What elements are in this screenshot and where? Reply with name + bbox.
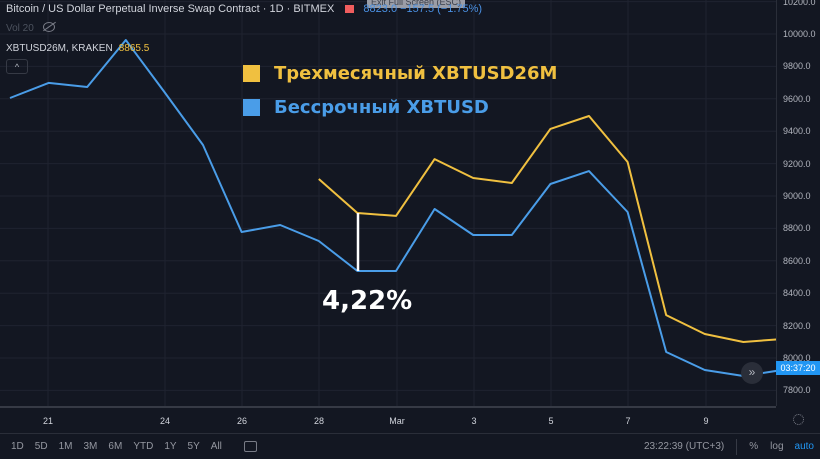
price-tick: 8200.0 xyxy=(783,320,811,331)
bottom-toolbar: 1D 5D 1M 3M 6M YTD 1Y 5Y All 23:22:39 (UTC+3) % … xyxy=(0,433,820,459)
price-tick: 9600.0 xyxy=(783,93,811,104)
legend-label: Бессрочный XBTUSD xyxy=(274,97,489,118)
price-tick: 9200.0 xyxy=(783,158,811,169)
range-button-5d[interactable]: 5D xyxy=(34,441,48,452)
time-tick: 7 xyxy=(625,416,631,426)
series-line xyxy=(9,39,783,377)
compare-value: 8865.5 xyxy=(118,43,150,54)
range-button-1d[interactable]: 1D xyxy=(11,441,24,452)
time-tick: 3 xyxy=(471,416,477,426)
time-axis[interactable]: 21 24 26 28 Mar 3 5 7 9 xyxy=(0,406,776,432)
price-tick: 8400.0 xyxy=(783,288,811,299)
clock: 23:22:39 (UTC+3) xyxy=(643,441,725,452)
symbol-title: Bitcoin / US Dollar Perpetual Inverse Sw… xyxy=(6,3,335,15)
compare-symbol: XBTUSD26M, KRAKEN xyxy=(6,43,113,54)
bar-countdown: 03:37:20 xyxy=(776,361,820,375)
price-change: 8823.0 −157.5 (−1.75%) xyxy=(363,3,483,15)
auto-toggle[interactable]: auto xyxy=(794,441,814,452)
time-tick: 5 xyxy=(548,416,554,426)
time-tick: 28 xyxy=(313,416,325,426)
legend-item-perpetual: Бессрочный XBTUSD xyxy=(243,97,489,118)
time-tick: Mar xyxy=(389,416,405,426)
legend-label: Трехмесячный XBTUSD26M xyxy=(274,63,558,84)
log-toggle[interactable]: log xyxy=(770,441,784,452)
chart-area[interactable] xyxy=(0,0,783,406)
price-tick: 8000.0 xyxy=(783,353,811,363)
volume-label: Vol 20 xyxy=(6,23,34,34)
range-button-ytd[interactable]: YTD xyxy=(133,441,154,452)
price-tick: 9400.0 xyxy=(783,126,811,137)
price-tick: 8800.0 xyxy=(783,223,811,234)
range-button-1m[interactable]: 1M xyxy=(58,441,73,452)
exit-fullscreen-tooltip: Exit Full Screen (ESC) xyxy=(367,0,466,8)
chart-header: Bitcoin / US Dollar Perpetual Inverse Sw… xyxy=(6,3,482,15)
range-button-3m[interactable]: 3M xyxy=(83,441,98,452)
goto-date-icon[interactable] xyxy=(243,441,257,452)
price-tick: 7800.0 xyxy=(783,385,811,396)
range-button-5y[interactable]: 5Y xyxy=(187,441,200,452)
collapse-legend-button[interactable]: ^ xyxy=(6,59,28,74)
range-selector: 1D 5D 1M 3M 6M YTD 1Y 5Y All xyxy=(0,441,222,452)
price-axis[interactable]: 10200.0 10000.0 9800.0 9600.0 9400.0 9200.0 90… xyxy=(776,0,820,406)
flag-icon[interactable] xyxy=(345,5,355,14)
price-tick: 9000.0 xyxy=(783,191,811,201)
eye-hidden-icon[interactable] xyxy=(43,22,55,32)
range-button-6m[interactable]: 6M xyxy=(108,441,123,452)
price-tick: 10200.0 xyxy=(783,0,816,7)
range-button-all[interactable]: All xyxy=(210,441,222,452)
time-tick: 26 xyxy=(236,416,248,426)
legend-swatch-yellow xyxy=(243,65,260,82)
legend-swatch-blue xyxy=(243,99,260,116)
divider xyxy=(736,438,738,455)
percent-toggle[interactable]: % xyxy=(749,441,759,452)
time-tick: 9 xyxy=(703,416,709,426)
price-tick: 9800.0 xyxy=(783,61,811,72)
scroll-to-realtime-button[interactable]: » xyxy=(741,362,763,384)
price-tick: 8600.0 xyxy=(783,255,811,266)
price-tick: 10000.0 xyxy=(783,29,816,39)
time-tick: 21 xyxy=(42,416,54,426)
range-button-1y[interactable]: 1Y xyxy=(164,441,177,452)
price-plot[interactable] xyxy=(0,0,783,406)
compare-symbol-legend: XBTUSD26M, KRAKEN 8865.5 xyxy=(6,43,149,54)
time-tick: 24 xyxy=(159,416,171,426)
gear-icon[interactable] xyxy=(793,414,804,425)
legend-item-futures: Трехмесячный XBTUSD26M xyxy=(243,63,557,84)
series-line xyxy=(318,115,783,343)
spread-annotation: 4,22% xyxy=(322,286,413,316)
